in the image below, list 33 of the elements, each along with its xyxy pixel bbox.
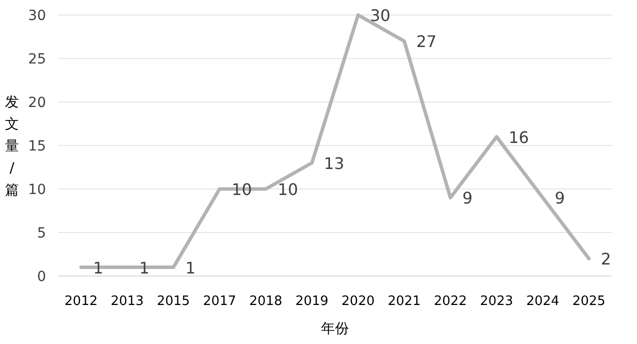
- y-tick-label: 15: [28, 138, 46, 154]
- x-tick-label: 2017: [203, 294, 236, 309]
- data-label: 1: [139, 258, 150, 278]
- y-tick-label: 0: [37, 269, 46, 285]
- x-axis-title: 年份: [321, 321, 349, 337]
- data-label: 9: [554, 188, 565, 208]
- y-axis-title: 发文量/篇: [5, 94, 19, 198]
- y-tick-label: 10: [28, 182, 46, 198]
- data-label: 9: [462, 188, 473, 208]
- y-tick-label: 30: [28, 8, 46, 24]
- x-tick-label: 2021: [388, 294, 421, 309]
- x-tick-label: 2024: [526, 294, 560, 309]
- x-tick-label: 2012: [64, 294, 98, 309]
- x-tick-label: 2020: [342, 294, 375, 309]
- x-tick-label: 2013: [110, 294, 144, 309]
- data-label: 2: [600, 250, 612, 269]
- data-label: 1: [185, 258, 196, 278]
- y-tick-label: 20: [28, 95, 46, 111]
- x-tick-label: 2019: [295, 294, 328, 309]
- x-tick-label: 2015: [156, 294, 190, 309]
- data-label: 1: [93, 258, 104, 278]
- data-label: 10: [232, 180, 252, 199]
- x-tick-label: 2025: [572, 294, 606, 309]
- data-label: 30: [370, 6, 390, 25]
- data-label: 27: [416, 32, 437, 52]
- x-tick-label: 2022: [434, 294, 467, 309]
- y-tick-label: 25: [28, 52, 46, 68]
- data-label: 16: [508, 128, 529, 147]
- data-label: 10: [278, 180, 298, 199]
- x-tick-label: 2023: [480, 294, 514, 309]
- x-tick-label: 2018: [249, 294, 282, 309]
- y-tick-label: 5: [37, 226, 46, 242]
- data-label: 13: [324, 154, 344, 173]
